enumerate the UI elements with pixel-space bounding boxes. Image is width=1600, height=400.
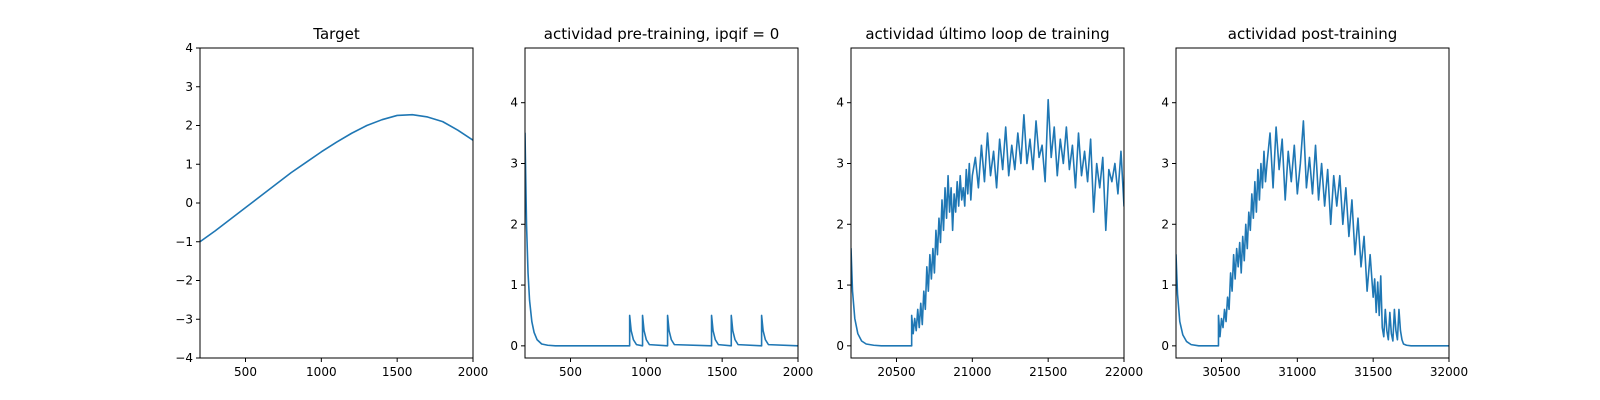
x-tick-label: 500	[234, 365, 257, 379]
y-tick-label: 3	[1161, 156, 1169, 170]
x-tick-label: 30500	[1202, 365, 1240, 379]
x-tick-label: 1500	[707, 365, 738, 379]
y-tick-label: 0	[185, 196, 193, 210]
y-tick-label: 2	[510, 217, 518, 231]
x-tick-label: 500	[559, 365, 582, 379]
y-tick-label: 1	[510, 278, 518, 292]
y-tick-label: 1	[836, 278, 844, 292]
y-tick-label: 3	[836, 156, 844, 170]
chart-panel-2: actividad pre-training, ipqif = 0 500 1000…	[510, 25, 813, 379]
y-tick-label: 2	[185, 119, 193, 133]
y-tick-label: 4	[185, 41, 193, 55]
y-tick-label: 1	[185, 157, 193, 171]
y-tick-label: 4	[1161, 96, 1169, 110]
axes-frame	[524, 47, 799, 359]
x-tick-label: 31500	[1354, 365, 1392, 379]
y-tick-label: 2	[1161, 217, 1169, 231]
y-tick-label: 0	[1161, 339, 1169, 353]
series-line	[1176, 120, 1449, 347]
axes-frame	[1175, 47, 1450, 359]
x-tick-label: 31000	[1278, 365, 1316, 379]
chart-title: actividad último loop de training	[865, 25, 1109, 43]
x-tick-label: 1500	[382, 365, 413, 379]
x-tick-label: 1000	[631, 365, 662, 379]
y-tick-label: 0	[510, 339, 518, 353]
x-tick-label: 2000	[458, 365, 489, 379]
chart-title: Target	[312, 25, 360, 43]
x-tick-label: 1000	[306, 365, 337, 379]
chart-title: actividad post-training	[1228, 25, 1397, 43]
y-tick-label: 3	[185, 80, 193, 94]
x-tick-label: 2000	[783, 365, 814, 379]
x-tick-label: 22000	[1105, 365, 1143, 379]
y-tick-label: 4	[836, 96, 844, 110]
y-tick-label: 4	[510, 96, 518, 110]
series-line	[525, 132, 798, 347]
chart-panel-1: Target 500 1000 1500 2000 −4 −3 −2 −1 0 1 2 3 4	[175, 25, 488, 379]
y-tick-label: −4	[175, 351, 193, 365]
series-line	[851, 98, 1124, 347]
y-tick-label: 3	[510, 156, 518, 170]
x-tick-label: 32000	[1430, 365, 1468, 379]
x-tick-label: 21000	[953, 365, 991, 379]
y-tick-label: −2	[175, 274, 193, 288]
series-line	[200, 113, 473, 243]
x-tick-label: 20500	[877, 365, 915, 379]
axes-frame	[850, 47, 1125, 359]
chart-title: actividad pre-training, ipqif = 0	[544, 25, 780, 43]
y-tick-label: −3	[175, 312, 193, 326]
y-tick-label: −1	[175, 235, 193, 249]
axes-frame	[199, 47, 474, 359]
x-tick-label: 21500	[1029, 365, 1067, 379]
y-tick-label: 1	[1161, 278, 1169, 292]
y-tick-label: 0	[836, 339, 844, 353]
y-tick-label: 2	[836, 217, 844, 231]
